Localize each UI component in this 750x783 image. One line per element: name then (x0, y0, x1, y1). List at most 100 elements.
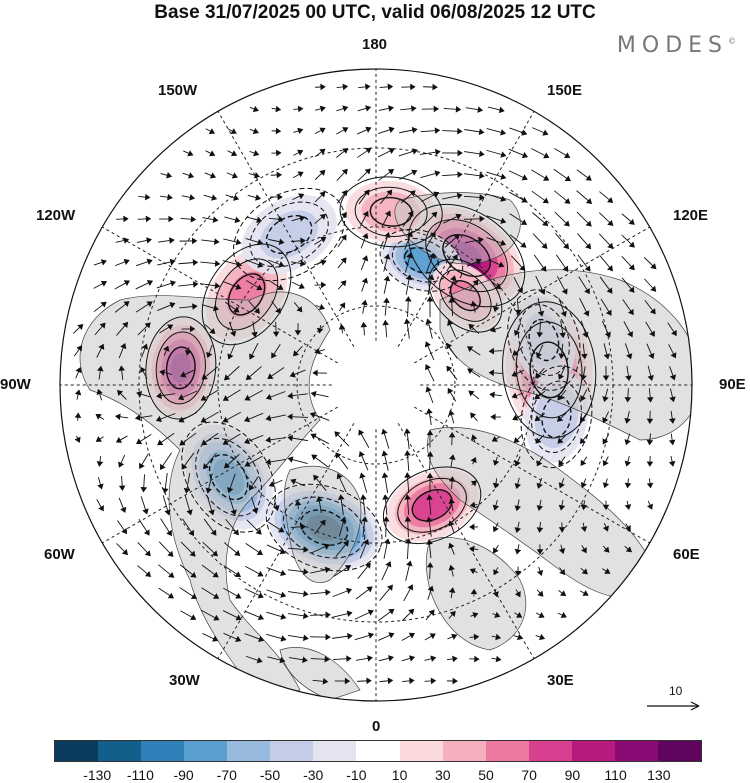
wind-arrow-head (243, 416, 251, 423)
wind-arrow-head (311, 454, 318, 461)
wind-arrow-head (585, 243, 592, 250)
wind-arrow-head (167, 324, 174, 331)
wind-arrow-head (142, 508, 149, 515)
wind-arrow-head (449, 610, 456, 617)
wind-arrow-head (452, 655, 458, 663)
wind-arrow-head (342, 127, 349, 133)
wind-arrow-head (157, 439, 164, 446)
wind-arrow-head (361, 277, 368, 284)
wind-arrow-head (123, 215, 129, 223)
wind-arrow-head (189, 550, 196, 557)
wind-arrow-head (407, 210, 414, 217)
wind-arrow-head (365, 105, 372, 112)
wind-arrow-head (469, 523, 475, 531)
wind-arrow-head (627, 331, 633, 338)
wind-arrow-head (257, 570, 264, 577)
wind-arrow-head (647, 375, 654, 381)
pole-mask (332, 341, 420, 429)
wind-arrow-head (75, 367, 82, 374)
wind-arrow-head (457, 171, 463, 178)
wind-arrow-head (564, 197, 571, 204)
latitude-circle (217, 226, 535, 544)
wind-arrow-head (492, 459, 500, 466)
brand-name: MODES (616, 33, 728, 58)
wind-arrow-head (410, 105, 417, 112)
wind-arrow-head (280, 613, 287, 620)
wind-arrow-head (325, 611, 331, 619)
wind-arrow-head (668, 439, 676, 446)
wind-arrow-head (267, 373, 274, 380)
wind-arrow-head (319, 148, 326, 155)
copyright-mark: © (728, 36, 736, 46)
wind-arrow-head (470, 456, 477, 464)
wind-arrow-head (265, 414, 272, 422)
lon-label-120w: 120W (36, 207, 76, 224)
wind-arrow-head (624, 504, 632, 511)
streamline (155, 331, 206, 405)
wind-arrow-head (446, 365, 453, 372)
wind-arrow-head (558, 353, 565, 360)
wind-arrow-head (365, 83, 371, 91)
wind-arrow-head (407, 584, 414, 591)
wind-arrow-head (469, 568, 476, 575)
wind-arrow-head (520, 219, 528, 225)
colorbar-swatch (55, 741, 99, 761)
wind-arrow-head (514, 505, 522, 512)
wind-arrow-head (181, 463, 188, 470)
wind-arrow-head (251, 507, 259, 514)
wind-arrow-head (536, 460, 543, 467)
wind-arrow-head (387, 169, 395, 175)
wind-arrow-head (184, 349, 192, 356)
wind-arrow-head (96, 461, 104, 467)
colorbar-tick-label: 90 (564, 767, 581, 783)
wind-arrow-head (253, 307, 260, 314)
wind-arrow-head (583, 310, 590, 317)
wind-arrow-head (408, 608, 415, 615)
lon-label-0: 0 (372, 718, 381, 735)
wind-arrow-head (579, 437, 586, 445)
wind-arrow-head (166, 529, 172, 537)
streamline (425, 219, 508, 293)
wind-arrow-head (276, 149, 282, 157)
wind-arrow-head (258, 635, 265, 643)
wind-arrow-head (209, 150, 216, 157)
wind-arrow-head (409, 677, 415, 685)
wind-arrow-head (364, 168, 371, 175)
streamline (529, 341, 569, 399)
wind-arrow-head (406, 231, 413, 238)
wind-arrow-head (319, 127, 326, 134)
wind-arrow-head (118, 461, 125, 468)
wind-arrow-head (257, 238, 264, 246)
lon-label-60w: 60W (44, 546, 75, 563)
wind-arrow-head (668, 460, 676, 467)
streamline (531, 380, 582, 454)
wind-arrow-head (123, 280, 130, 287)
wind-arrow-head (115, 413, 121, 421)
wind-arrow-head (381, 428, 388, 435)
wind-arrow-head (488, 347, 495, 355)
wind-arrow-head (325, 633, 331, 641)
wind-arrow-head (167, 592, 175, 599)
wind-arrow-head (488, 369, 495, 377)
wind-arrow-head (452, 677, 458, 685)
wind-arrow-head (230, 509, 237, 516)
wind-arrow-head (628, 264, 635, 271)
wind-arrow-head (426, 296, 434, 302)
wind-arrow-head (244, 460, 251, 467)
wind-arrow-head (134, 414, 141, 421)
wind-arrow-head (386, 584, 393, 591)
wind-arrow-head (297, 149, 304, 156)
streamline (339, 176, 443, 248)
wind-arrow-head (381, 472, 389, 479)
lon-label-150w: 150W (158, 82, 198, 99)
wind-arrow-head (543, 152, 550, 159)
wind-arrow-head (427, 585, 434, 592)
wind-arrow-head (289, 371, 296, 378)
wind-arrow-head (564, 152, 571, 159)
wind-arrow-head (585, 174, 592, 181)
wind-arrow-head (492, 591, 499, 598)
wind-arrow-head (514, 483, 521, 490)
wind-arrow-head (300, 237, 306, 245)
wind-arrow-head (602, 460, 609, 467)
wind-arrow-head (519, 264, 526, 271)
